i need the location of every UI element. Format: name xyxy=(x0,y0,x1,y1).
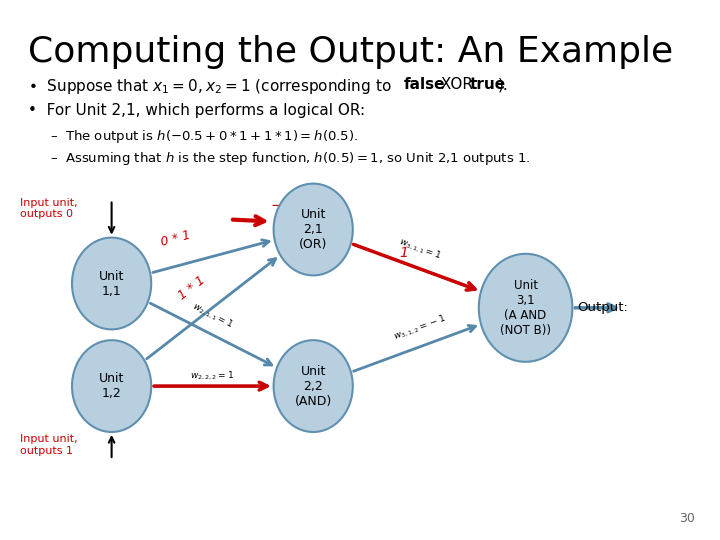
Text: $w_{3,1,1} = 1$: $w_{3,1,1} = 1$ xyxy=(397,236,442,262)
Text: 1 * 1: 1 * 1 xyxy=(176,274,207,303)
Text: false: false xyxy=(404,77,446,92)
Text: Computing the Output: An Example: Computing the Output: An Example xyxy=(28,35,673,69)
Ellipse shape xyxy=(72,238,151,329)
Text: 0 * 1: 0 * 1 xyxy=(160,228,192,248)
Text: •  For Unit 2,1, which performs a logical OR:: • For Unit 2,1, which performs a logical… xyxy=(28,103,365,118)
Text: 1: 1 xyxy=(400,246,408,260)
Text: $-0.5$: $-0.5$ xyxy=(270,198,307,213)
Text: Unit
2,2
(AND): Unit 2,2 (AND) xyxy=(294,364,332,408)
Text: Unit
1,1: Unit 1,1 xyxy=(99,269,125,298)
Text: Input unit,
outputs 0: Input unit, outputs 0 xyxy=(20,198,78,219)
Text: –  Assuming that $h$ is the step function, $h(0.5) = 1$, so Unit 2,1 outputs 1.: – Assuming that $h$ is the step function… xyxy=(50,150,531,167)
Text: Output:: Output: xyxy=(577,301,629,314)
Ellipse shape xyxy=(72,340,151,432)
Text: XOR: XOR xyxy=(436,77,478,92)
Text: $w_{3,1,2} = -1$: $w_{3,1,2} = -1$ xyxy=(392,312,447,343)
Text: ).: ). xyxy=(498,77,509,92)
Text: $w_{2,2,2} = 1$: $w_{2,2,2} = 1$ xyxy=(190,370,235,382)
Text: true: true xyxy=(470,77,506,92)
Ellipse shape xyxy=(479,254,572,362)
Text: 30: 30 xyxy=(679,512,695,525)
Text: •  Suppose that $x_1 = 0, x_2 = 1$ (corresponding to: • Suppose that $x_1 = 0, x_2 = 1$ (corre… xyxy=(28,77,392,96)
Ellipse shape xyxy=(274,340,353,432)
Ellipse shape xyxy=(274,184,353,275)
Text: Unit
3,1
(A AND
(NOT B)): Unit 3,1 (A AND (NOT B)) xyxy=(500,279,551,337)
Text: Unit
1,2: Unit 1,2 xyxy=(99,372,125,400)
Text: Input unit,
outputs 1: Input unit, outputs 1 xyxy=(20,434,78,456)
Text: –  The output is $h(-0.5 + 0*1 + 1*1) = h(0.5)$.: – The output is $h(-0.5 + 0*1 + 1*1) = h… xyxy=(50,128,358,145)
Text: Unit
2,1
(OR): Unit 2,1 (OR) xyxy=(299,208,328,251)
Text: $w_{2,1,1} = 1$: $w_{2,1,1} = 1$ xyxy=(190,300,235,331)
